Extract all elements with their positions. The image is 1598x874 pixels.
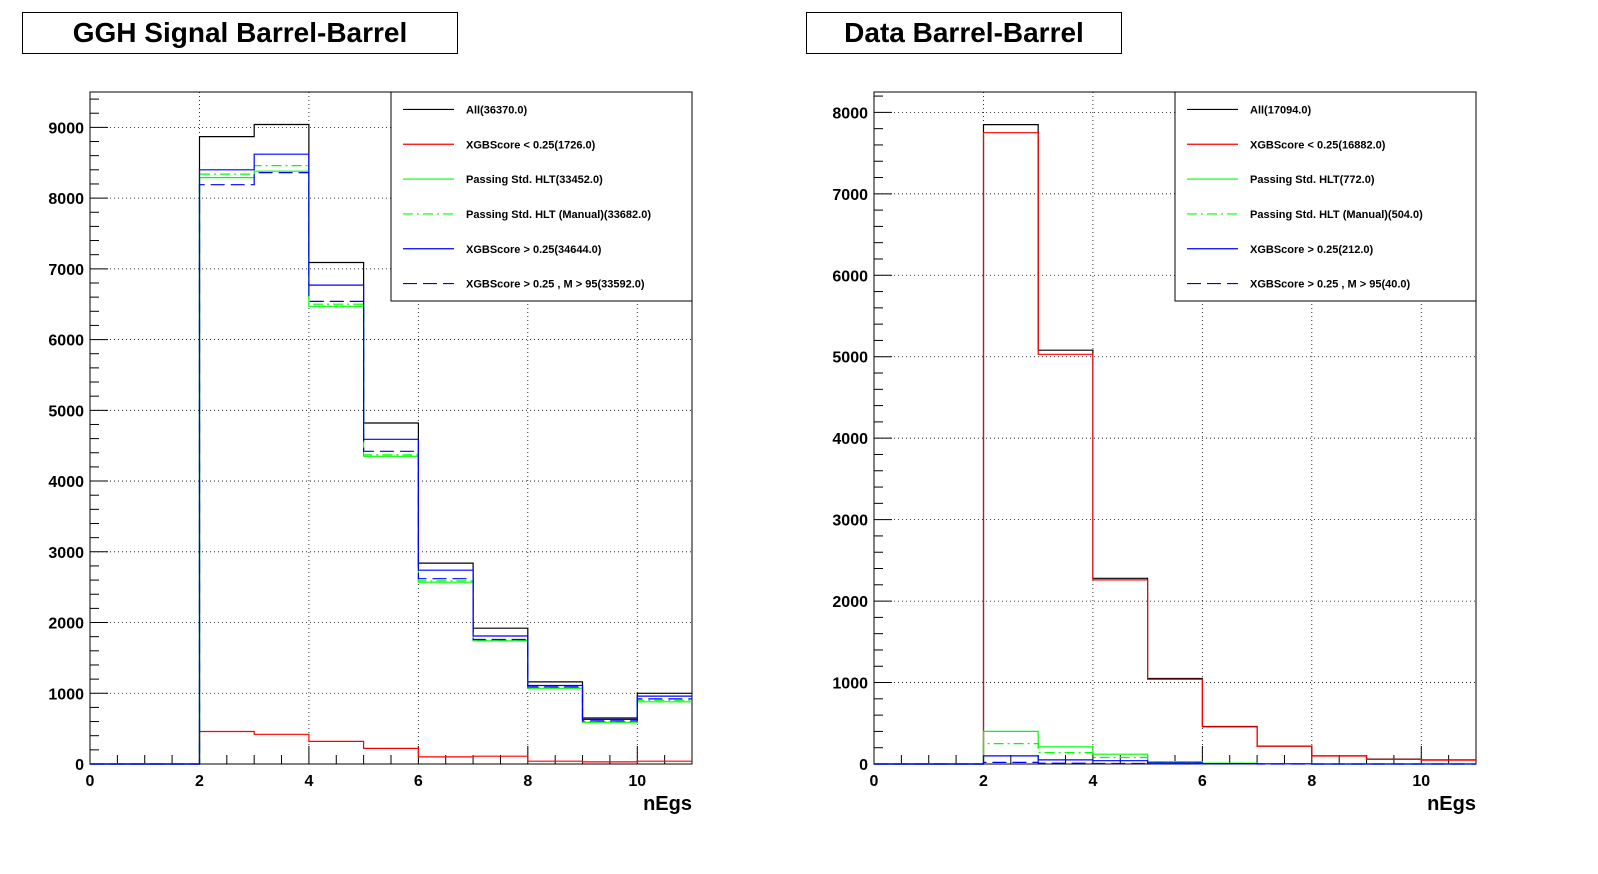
x-tick-label: 0 — [870, 773, 879, 790]
legend-label: XGBScore > 0.25 , M > 95(33592.0) — [466, 279, 645, 291]
y-tick-label: 1000 — [48, 686, 84, 703]
y-tick-label: 0 — [859, 757, 868, 774]
legend-label: Passing Std. HLT (Manual)(33682.0) — [466, 209, 651, 221]
x-tick-label: 4 — [1088, 773, 1097, 790]
x-tick-label: 8 — [1307, 773, 1316, 790]
x-axis-title: nEgs — [643, 793, 692, 815]
legend-label: Passing Std. HLT(772.0) — [1250, 174, 1375, 186]
panel-ggh-signal: 0 2 4 6 8 10 0 1000 2000 3000 4000 5000 6000 7000 8000… — [48, 91, 693, 815]
y-tick-label: 9000 — [48, 120, 84, 137]
y-tick-label: 8000 — [832, 105, 868, 122]
legend-label: XGBScore > 0.25(34644.0) — [466, 244, 602, 256]
chart-title-left: GGH Signal Barrel-Barrel — [22, 12, 458, 54]
series-line-5 — [874, 761, 1476, 765]
series-line-4 — [90, 153, 692, 765]
y-tick-label: 6000 — [48, 333, 84, 350]
legend-label: XGBScore < 0.25(16882.0) — [1250, 139, 1386, 151]
y-tick-label: 2000 — [48, 616, 84, 633]
legend-label: XGBScore > 0.25(212.0) — [1250, 244, 1374, 256]
series-line-3 — [874, 743, 1476, 765]
y-tick-label: 2000 — [832, 594, 868, 611]
y-tick-label: 7000 — [832, 187, 868, 204]
legend-label: Passing Std. HLT(33452.0) — [466, 174, 603, 186]
x-axis-title: nEgs — [1427, 793, 1476, 815]
x-tick-label: 8 — [523, 773, 532, 790]
panel-data: 0 2 4 6 8 10 0 1000 2000 3000 4000 5000 6000 7000 8000… — [832, 91, 1477, 815]
y-tick-label: 3000 — [832, 513, 868, 530]
y-tick-label: 7000 — [48, 262, 84, 279]
y-tick-label: 4000 — [48, 474, 84, 491]
y-tick-label: 5000 — [832, 350, 868, 367]
x-tick-label: 10 — [1412, 773, 1430, 790]
legend-label: XGBScore < 0.25(1726.0) — [466, 139, 596, 151]
x-tick-label: 2 — [979, 773, 988, 790]
y-tick-label: 1000 — [832, 676, 868, 693]
legend-box — [1174, 91, 1477, 302]
x-tick-label: 2 — [195, 773, 204, 790]
series-line-5 — [90, 172, 692, 765]
series-line-1 — [90, 730, 692, 765]
legend-label: XGBScore > 0.25 , M > 95(40.0) — [1250, 279, 1411, 291]
y-tick-label: 3000 — [48, 545, 84, 562]
y-tick-label: 5000 — [48, 403, 84, 420]
legend-box — [390, 91, 693, 302]
y-tick-label: 8000 — [48, 191, 84, 208]
legend-label: Passing Std. HLT (Manual)(504.0) — [1250, 209, 1423, 221]
x-tick-label: 4 — [304, 773, 313, 790]
legend-label: All(36370.0) — [466, 104, 527, 116]
y-tick-label: 4000 — [832, 431, 868, 448]
x-tick-label: 0 — [86, 773, 95, 790]
x-tick-label: 10 — [628, 773, 646, 790]
series-line-1 — [874, 132, 1476, 765]
chart-title-right: Data Barrel-Barrel — [806, 12, 1122, 54]
y-tick-label: 6000 — [832, 268, 868, 285]
legend-label: All(17094.0) — [1250, 104, 1311, 116]
x-tick-label: 6 — [1198, 773, 1207, 790]
x-tick-label: 6 — [414, 773, 423, 790]
y-tick-label: 0 — [75, 757, 84, 774]
